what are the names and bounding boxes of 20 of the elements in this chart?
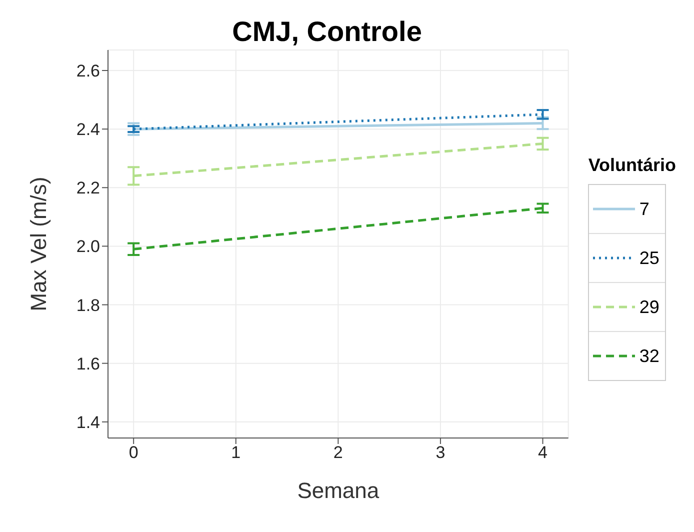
y-tick-label: 2.2 [76,178,100,198]
legend-label: 7 [639,198,650,220]
y-tick-label: 1.8 [76,296,100,315]
legend-label: 29 [639,296,660,318]
y-tick-label: 1.4 [76,412,100,432]
y-tick-label: 2.0 [76,237,100,256]
legend-label: 32 [639,346,660,366]
x-tick-label: 4 [538,443,548,462]
y-tick-label: 1.6 [76,354,100,374]
y-axis-title: Max Vel (m/s) [26,176,51,312]
x-tick-label: 2 [333,443,343,462]
x-tick-label: 3 [436,443,446,462]
legend-label: 25 [639,248,660,268]
x-axis-title: Semana [297,478,380,503]
x-tick-label: 0 [128,443,138,462]
chart-title: CMJ, Controle [231,16,423,48]
y-tick-label: 2.6 [76,62,100,81]
y-tick-label: 2.4 [76,120,100,140]
x-tick-label: 1 [231,443,241,462]
legend-title: Voluntário [588,155,676,176]
